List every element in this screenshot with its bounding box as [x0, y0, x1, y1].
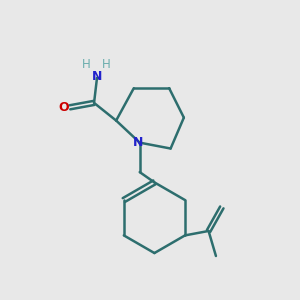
Text: H: H — [101, 58, 110, 71]
Text: N: N — [133, 136, 143, 149]
Text: H: H — [82, 58, 91, 71]
Text: N: N — [92, 70, 102, 83]
Text: O: O — [59, 101, 69, 114]
